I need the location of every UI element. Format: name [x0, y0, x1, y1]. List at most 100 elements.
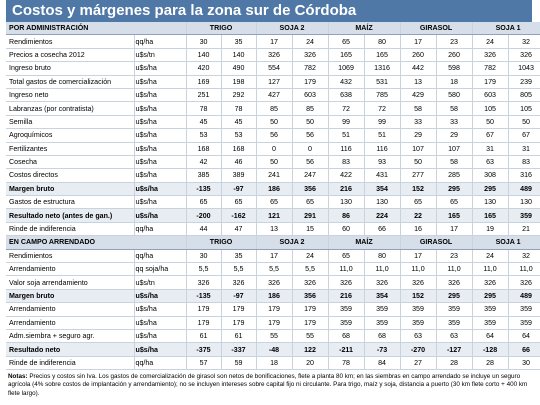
value-cell: 179: [292, 302, 329, 317]
value-cell: 1043: [508, 61, 540, 76]
value-cell: 63: [400, 329, 437, 344]
section-header-row: POR ADMINISTRACIÓN TRIGO SOJA 2 MAÍZ GIRASOL…: [6, 22, 540, 36]
table-row: Valor soja arrendamiento u$s/tn 326 326 326 3…: [6, 275, 540, 290]
value-cell: 326: [508, 48, 540, 63]
value-cell: -162: [221, 208, 257, 223]
value-cell: 72: [328, 101, 365, 116]
value-cell: 58: [400, 101, 437, 116]
table-row: Adm.siembra + seguro agr. u$s/ha 61 61 55 55 6…: [6, 329, 540, 344]
value-cell: 65: [221, 195, 257, 210]
value-cell: 24: [292, 34, 329, 49]
value-cell: 1069: [328, 61, 365, 76]
value-cell: 47: [221, 222, 257, 237]
table-row: Resultado neto u$s/ha -375 -337 -48 122 -211 -7…: [6, 342, 540, 357]
value-cell: 782: [292, 61, 329, 76]
value-cell: 63: [472, 155, 509, 170]
value-cell: 385: [186, 168, 222, 183]
value-cell: 50: [256, 155, 293, 170]
value-cell: 28: [472, 356, 509, 371]
value-cell: 316: [508, 168, 540, 183]
value-cell: -135: [186, 289, 222, 304]
value-cell: 168: [221, 142, 257, 156]
value-cell: 5,5: [256, 262, 293, 277]
value-cell: 33: [400, 115, 437, 130]
value-cell: 326: [221, 275, 257, 290]
value-cell: 326: [400, 275, 437, 290]
row-label: Cosecha: [6, 155, 135, 170]
value-cell: -97: [221, 289, 257, 304]
value-cell: 152: [400, 289, 437, 304]
value-cell: 46: [221, 155, 257, 170]
value-cell: 165: [436, 208, 473, 223]
value-cell: 55: [256, 329, 293, 344]
value-cell: 121: [256, 208, 293, 223]
value-cell: -97: [221, 182, 257, 197]
value-cell: 29: [436, 128, 473, 143]
value-cell: 359: [400, 302, 437, 317]
section-header-row: EN CAMPO ARRENDADO TRIGO SOJA 2 MAÍZ GIRASOL…: [6, 236, 540, 250]
value-cell: 23: [436, 249, 473, 264]
value-cell: 179: [292, 75, 329, 89]
value-cell: 53: [186, 128, 222, 143]
value-cell: 326: [328, 275, 365, 290]
row-unit: qq/ha: [134, 249, 187, 264]
value-cell: 30: [508, 356, 540, 371]
value-cell: 86: [328, 208, 365, 223]
row-label: Valor soja arrendamiento: [6, 275, 135, 290]
crop-header: SOJA 1: [472, 22, 540, 36]
value-cell: 21: [508, 222, 540, 237]
value-cell: 45: [186, 115, 222, 130]
row-label: Margen bruto: [6, 289, 135, 304]
value-cell: 359: [328, 302, 365, 317]
value-cell: 260: [400, 48, 437, 63]
value-cell: 27: [400, 356, 437, 371]
value-cell: 295: [472, 182, 509, 197]
value-cell: 326: [364, 275, 401, 290]
crop-header: GIRASOL: [400, 22, 473, 36]
table-row: Arrendamiento qq soja/ha 5,5 5,5 5,5 5,5 11,0 1…: [6, 262, 540, 277]
value-cell: 72: [364, 101, 401, 116]
value-cell: 292: [221, 88, 257, 103]
value-cell: 78: [328, 356, 365, 371]
value-cell: 51: [328, 128, 365, 143]
value-cell: 56: [292, 155, 329, 170]
value-cell: -270: [400, 342, 437, 357]
value-cell: 359: [400, 316, 437, 330]
value-cell: 19: [472, 222, 509, 237]
value-cell: 66: [508, 342, 540, 357]
row-label: Gastos de estructura: [6, 195, 135, 210]
table-row: Semilla u$s/ha 45 45 50 50 99 99 33 33 50 50: [6, 115, 540, 130]
value-cell: 17: [436, 222, 473, 237]
value-cell: 179: [472, 75, 509, 89]
value-cell: 247: [292, 168, 329, 183]
value-cell: 65: [328, 249, 365, 264]
value-cell: 58: [436, 101, 473, 116]
section-table: EN CAMPO ARRENDADO TRIGO SOJA 2 MAÍZ GIRASOL…: [6, 236, 540, 371]
value-cell: 179: [221, 302, 257, 317]
value-cell: 354: [364, 289, 401, 304]
value-cell: 60: [328, 222, 365, 237]
value-cell: 179: [221, 316, 257, 330]
row-unit: u$s/ha: [134, 75, 187, 89]
crop-header: SOJA 2: [256, 236, 329, 250]
row-label: Rendimientos: [6, 249, 135, 264]
value-cell: 169: [186, 75, 222, 89]
value-cell: 33: [436, 115, 473, 130]
value-cell: 17: [400, 34, 437, 49]
value-cell: 65: [436, 195, 473, 210]
value-cell: 260: [436, 48, 473, 63]
value-cell: 165: [328, 48, 365, 63]
value-cell: 354: [364, 182, 401, 197]
value-cell: 61: [186, 329, 222, 344]
value-cell: 17: [400, 249, 437, 264]
table-row: Total gastos de comercialización u$s/ha 16…: [6, 75, 540, 89]
crop-header: MAÍZ: [328, 236, 401, 250]
value-cell: 603: [292, 88, 329, 103]
value-cell: 389: [221, 168, 257, 183]
value-cell: 140: [186, 48, 222, 63]
table-row: Margen bruto u$s/ha -135 -97 186 356 216 354 152…: [6, 182, 540, 197]
value-cell: 65: [400, 195, 437, 210]
row-label: Resultado neto: [6, 342, 135, 357]
value-cell: 295: [436, 182, 473, 197]
value-cell: 30: [186, 34, 222, 49]
